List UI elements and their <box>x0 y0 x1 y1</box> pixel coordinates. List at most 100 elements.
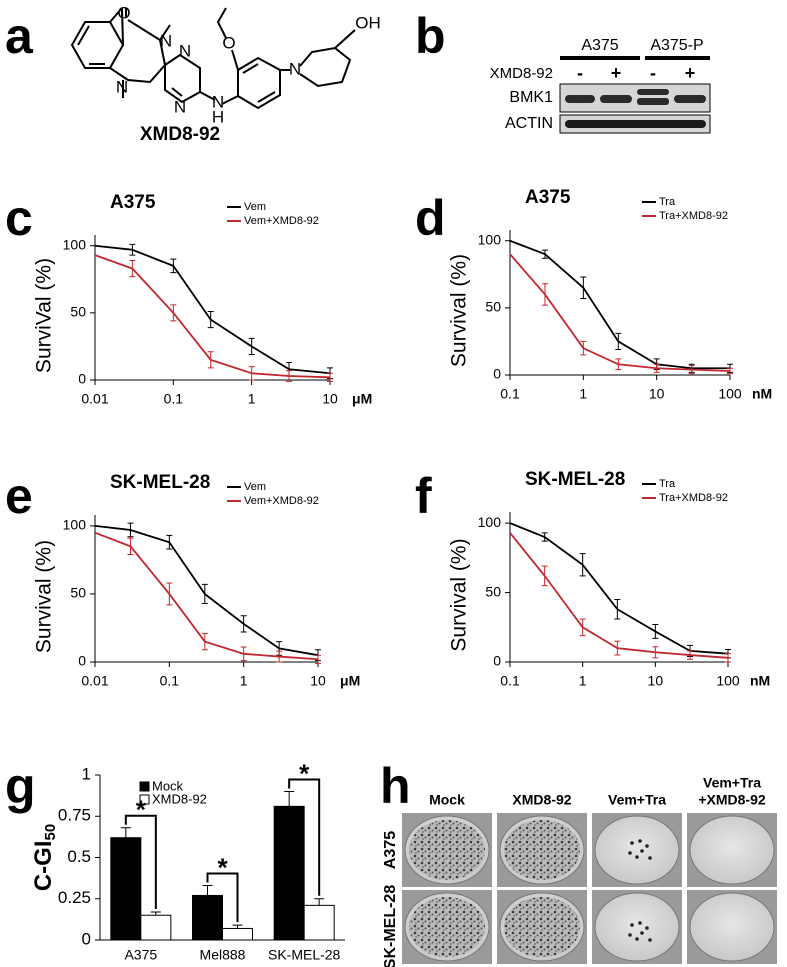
structure-drawing <box>70 7 356 110</box>
error-bar <box>327 372 333 382</box>
y-tick-label: 0 <box>493 653 501 669</box>
bar <box>192 894 223 941</box>
x-tick-label: 10 <box>649 386 665 402</box>
significance-star: * <box>217 852 228 882</box>
y-tick-label: 0 <box>493 366 501 382</box>
atom-label: O <box>222 33 235 52</box>
y-axis-label: Survival (%) <box>448 254 471 367</box>
y-tick-label: 100 <box>478 514 502 530</box>
legend-label: Tra <box>659 196 676 208</box>
error-bar <box>652 646 659 659</box>
x-tick-label: 100 <box>716 673 740 689</box>
y-tick-label: 0.75 <box>58 806 91 825</box>
x-tick-label: 0.1 <box>500 673 520 689</box>
bar <box>110 837 142 941</box>
x-tick-label: 10 <box>648 673 664 689</box>
colony <box>628 933 632 937</box>
error-bar <box>129 260 136 278</box>
panel-label: c <box>5 190 33 246</box>
error-bar <box>201 632 208 651</box>
error-bar <box>580 276 587 299</box>
lane-sign: - <box>577 63 583 83</box>
significance-star: * <box>299 758 310 788</box>
legend-label: Vem+XMD8-92 <box>244 215 319 227</box>
x-tick-label: SK-MEL-28 <box>268 947 341 963</box>
series-line <box>509 522 729 655</box>
error-bar <box>541 532 548 542</box>
error-bar <box>541 565 548 587</box>
error-bar <box>170 258 177 274</box>
x-tick-label: 1 <box>248 391 256 407</box>
error-bar <box>541 283 548 306</box>
y-tick-label: 1 <box>82 764 91 783</box>
error-bar <box>284 791 295 807</box>
x-tick-label: 0.01 <box>81 391 108 407</box>
x-tick-label: 1 <box>579 386 587 402</box>
dish <box>594 892 680 962</box>
error-bar <box>120 827 131 838</box>
panel-label: e <box>5 468 33 524</box>
legend-label: Vem+XMD8-92 <box>244 495 319 507</box>
chart-title: A375 <box>110 192 156 213</box>
legend-label: Tra+XMD8-92 <box>659 210 728 222</box>
error-bar <box>614 640 621 656</box>
error-bar <box>150 911 161 916</box>
atom-label: O <box>117 3 130 22</box>
compound-name: XMD8-92 <box>140 124 220 145</box>
x-tick-label: A375 <box>124 947 157 963</box>
column-label: XMD8-92 <box>512 792 571 808</box>
x-tick-label: 0.1 <box>160 673 180 689</box>
series-line <box>509 532 729 659</box>
error-bar <box>314 898 325 906</box>
blot-group: A375-P <box>650 37 703 54</box>
y-tick-label: 50 <box>485 583 501 599</box>
x-unit: nM <box>750 673 770 689</box>
error-bar <box>127 522 134 538</box>
error-bar <box>579 553 586 577</box>
series-line <box>94 254 331 379</box>
legend-label: Tra+XMD8-92 <box>659 492 728 504</box>
colony <box>630 923 634 927</box>
chart-title: SK-MEL-28 <box>110 472 210 493</box>
legend-swatch <box>139 781 150 792</box>
error-bar <box>315 654 321 664</box>
y-tick-label: 50 <box>70 304 86 320</box>
panel-label: f <box>415 468 432 524</box>
x-tick-label: 1 <box>240 673 248 689</box>
plate <box>402 813 492 887</box>
plate <box>497 813 587 887</box>
significance-bracket <box>206 872 239 923</box>
colony <box>648 856 652 860</box>
dish <box>594 815 680 885</box>
error-bar <box>207 351 214 369</box>
error-bar <box>166 534 173 550</box>
colony <box>640 849 644 853</box>
chart-title: A375 <box>525 187 571 208</box>
x-unit: μM <box>352 391 372 407</box>
plate <box>497 890 587 964</box>
legend-label: Tra <box>659 478 676 490</box>
error-bar <box>201 583 208 604</box>
panel-label: g <box>5 758 36 814</box>
error-bar <box>615 358 622 371</box>
error-bar <box>580 340 587 356</box>
dish <box>689 815 775 885</box>
panel-label: a <box>5 8 34 64</box>
atom-label: N <box>116 77 128 96</box>
protein-label: BMK1 <box>509 89 553 106</box>
column-label: Mock <box>429 792 465 808</box>
error-bar <box>232 924 243 929</box>
significance-star: * <box>136 795 147 825</box>
panel-label: d <box>415 190 446 246</box>
colonies <box>504 820 580 880</box>
series-line <box>94 244 331 375</box>
colony <box>648 938 652 942</box>
y-tick-label: 100 <box>63 517 87 533</box>
y-tick-label: 100 <box>63 236 87 252</box>
error-bar <box>240 615 247 633</box>
lane-sign: - <box>650 63 656 83</box>
colonies <box>504 897 580 957</box>
error-bar <box>127 537 134 555</box>
error-bar <box>541 249 548 259</box>
chart-title: SK-MEL-28 <box>525 469 625 490</box>
